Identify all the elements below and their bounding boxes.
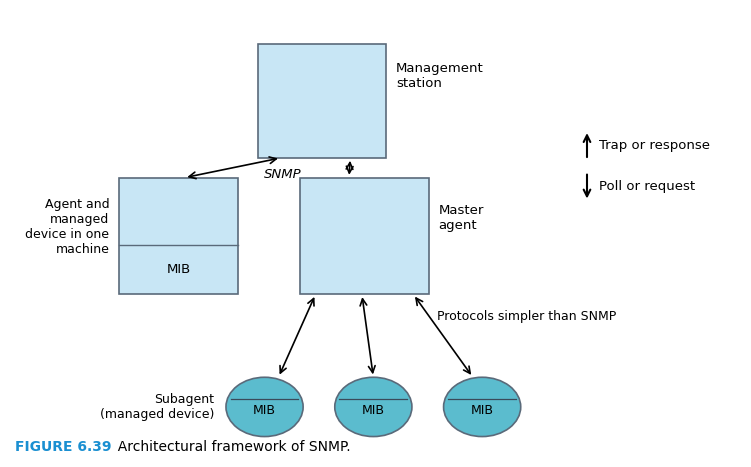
Ellipse shape — [335, 377, 412, 437]
FancyBboxPatch shape — [258, 44, 386, 158]
Text: Protocols simpler than SNMP: Protocols simpler than SNMP — [436, 310, 616, 323]
Ellipse shape — [226, 377, 303, 437]
Ellipse shape — [444, 377, 520, 437]
Text: MIB: MIB — [253, 404, 276, 417]
Text: Agent and
managed
device in one
machine: Agent and managed device in one machine — [26, 198, 109, 255]
Text: Poll or request: Poll or request — [599, 180, 695, 193]
Text: Architectural framework of SNMP.: Architectural framework of SNMP. — [109, 440, 351, 454]
Text: Subagent
(managed device): Subagent (managed device) — [100, 393, 214, 421]
Text: MIB: MIB — [471, 404, 493, 417]
Text: Master
agent: Master agent — [439, 205, 484, 233]
Text: MIB: MIB — [362, 404, 385, 417]
FancyBboxPatch shape — [119, 177, 238, 294]
Text: SNMP: SNMP — [264, 168, 302, 181]
Text: MIB: MIB — [167, 263, 191, 276]
Text: Management
station: Management station — [396, 62, 484, 90]
Text: Trap or response: Trap or response — [599, 139, 710, 152]
FancyBboxPatch shape — [300, 177, 429, 294]
Text: FIGURE 6.39: FIGURE 6.39 — [15, 440, 112, 454]
